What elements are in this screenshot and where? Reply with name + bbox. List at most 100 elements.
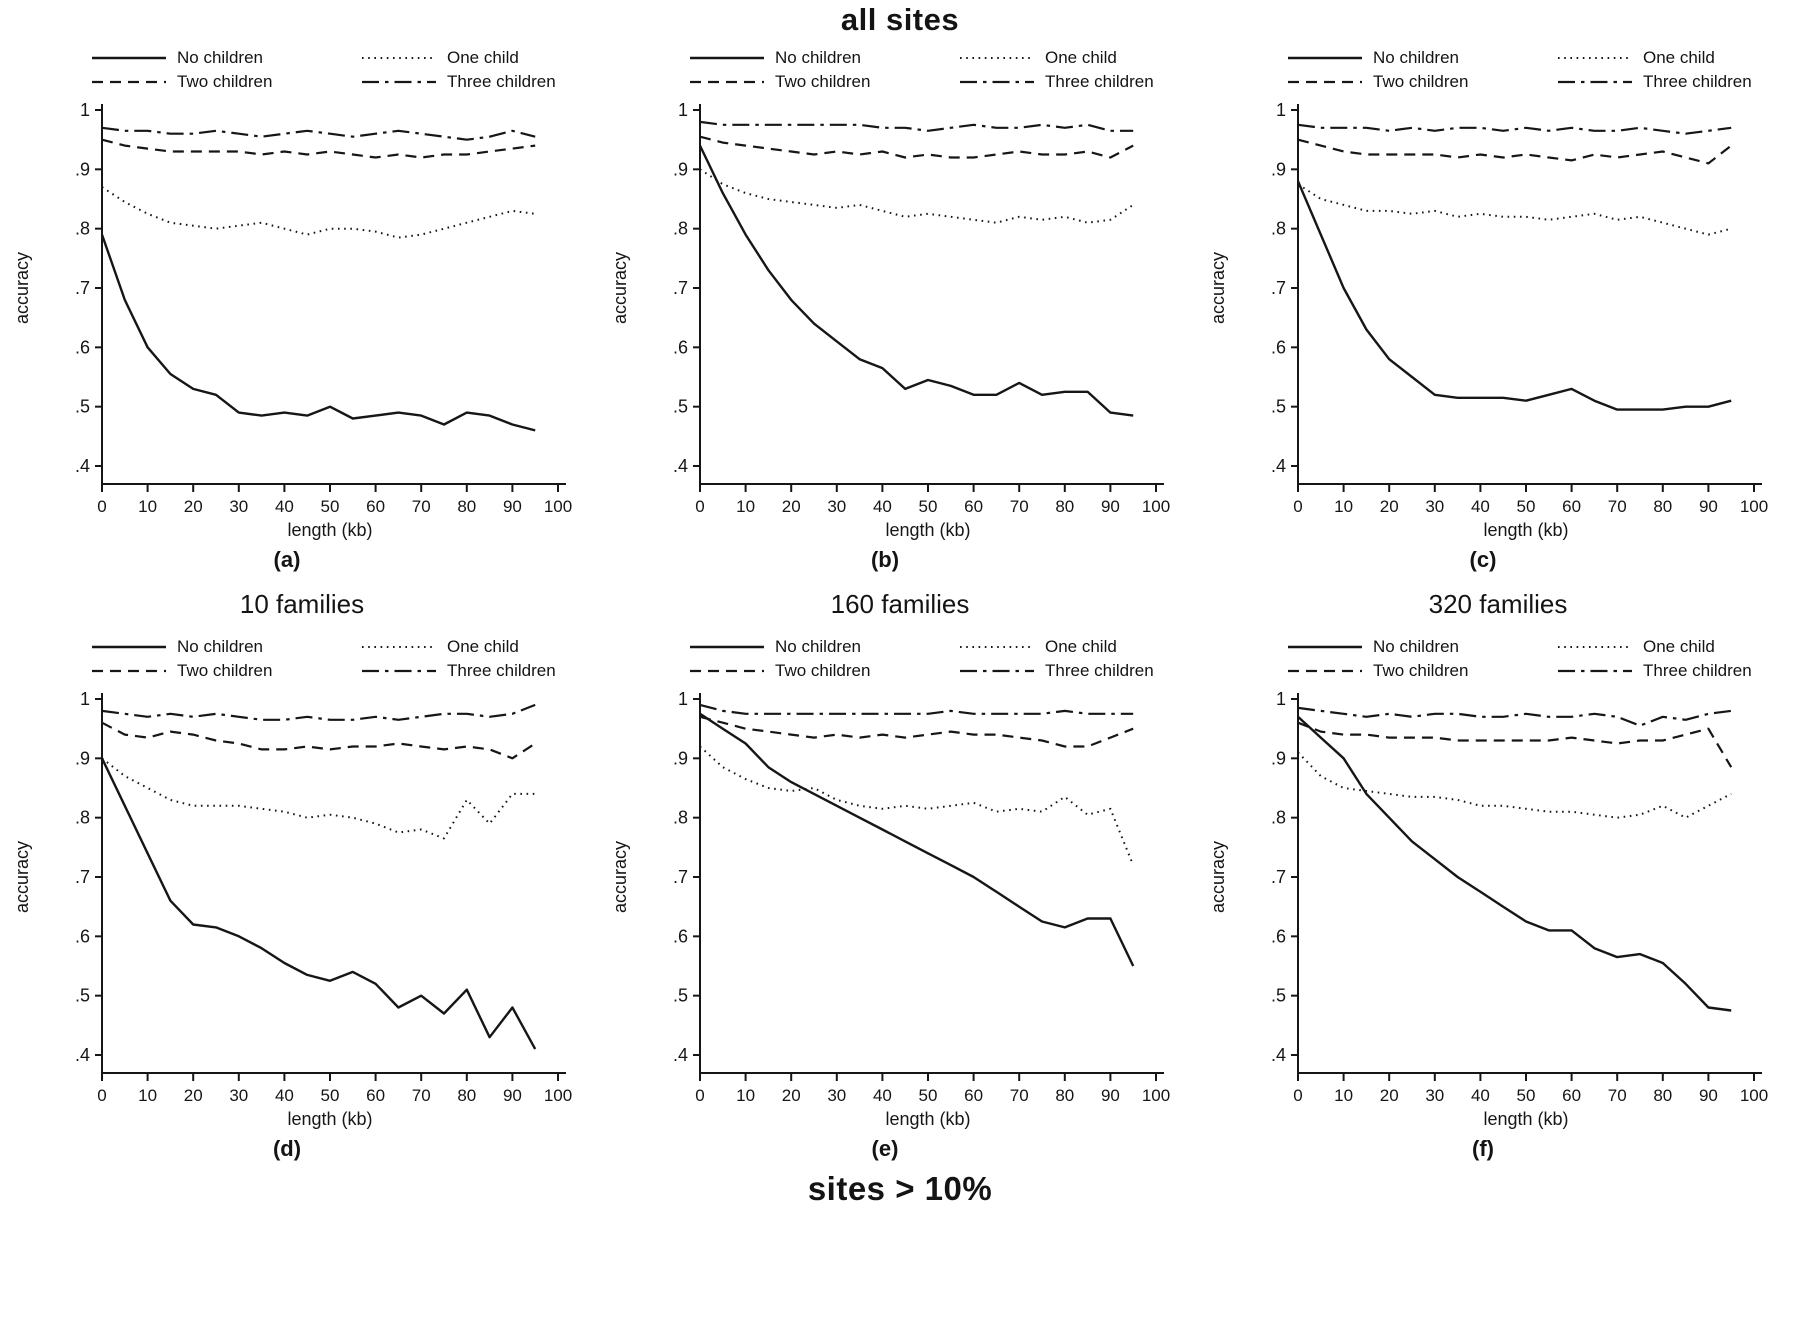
series-two-children — [101, 138, 536, 159]
x-axis-label: length (kb) — [287, 1109, 372, 1129]
column-labels-row: 10 families 160 families 320 families — [0, 575, 1800, 631]
legend-line-dotted-icon — [1558, 57, 1632, 59]
legend-item-no-children: No children — [1286, 637, 1556, 657]
legend-label: One child — [447, 637, 519, 656]
series-three-children — [1297, 123, 1732, 135]
svg-text:1: 1 — [1276, 689, 1286, 709]
legend-line-dotted-icon — [362, 57, 436, 59]
series-two-children — [1297, 138, 1732, 165]
legend-item-two-children: Two children — [1286, 72, 1556, 92]
svg-text:100: 100 — [1142, 1086, 1170, 1105]
svg-text:.7: .7 — [673, 867, 688, 887]
legend-item-two-children: Two children — [688, 72, 958, 92]
svg-text:1: 1 — [678, 100, 688, 120]
legend-item-one-child: One child — [958, 48, 1228, 68]
svg-text:.4: .4 — [75, 1045, 90, 1065]
svg-text:0: 0 — [97, 497, 106, 516]
svg-text:50: 50 — [1517, 497, 1536, 516]
svg-text:100: 100 — [544, 1086, 572, 1105]
column-label-320-families: 320 families — [1428, 589, 1568, 619]
plot-wrap-a: 1 .9 .8 .7 .6 .5 .4 0 10 20 30 40 50 60 70 80 90 100 lengt… — [6, 94, 598, 551]
series-no-children — [698, 145, 1134, 417]
y-axis-label: accuracy — [610, 841, 630, 913]
y-axis-label: accuracy — [12, 252, 32, 324]
x-axis-label: length (kb) — [885, 520, 970, 540]
svg-text:70: 70 — [1010, 497, 1029, 516]
svg-text:30: 30 — [827, 497, 846, 516]
svg-text:10: 10 — [1334, 497, 1353, 516]
legend-label: Two children — [177, 72, 273, 91]
svg-text:40: 40 — [1471, 497, 1490, 516]
legend-item-one-child: One child — [360, 637, 630, 657]
legend-label: Two children — [775, 72, 871, 91]
legend-line-solid-icon — [1288, 645, 1362, 649]
svg-text:20: 20 — [1380, 1086, 1399, 1105]
figure-top-title: all sites — [840, 2, 960, 37]
svg-text:.4: .4 — [1271, 456, 1286, 476]
series-one-child — [1297, 751, 1732, 819]
legend-item-no-children: No children — [90, 637, 360, 657]
legend-item-two-children: Two children — [1286, 661, 1556, 681]
legend-item-two-children: Two children — [90, 72, 360, 92]
legend-label: Two children — [177, 661, 273, 680]
legend-label: Three children — [1045, 661, 1154, 680]
legend-item-one-child: One child — [360, 48, 630, 68]
legend-line-solid-icon — [690, 56, 764, 60]
svg-text:.4: .4 — [75, 456, 90, 476]
series-no-children — [1296, 180, 1732, 411]
series-three-children — [699, 120, 1134, 132]
top-row: No children One child Two children Three ch… — [0, 42, 1800, 575]
svg-text:60: 60 — [366, 497, 385, 516]
svg-text:50: 50 — [919, 1086, 938, 1105]
legend-item-three-children: Three children — [958, 661, 1228, 681]
caption-d: (d) — [272, 1136, 302, 1161]
svg-text:.8: .8 — [1271, 808, 1286, 828]
x-axis-label: length (kb) — [287, 520, 372, 540]
svg-text:.9: .9 — [1271, 748, 1286, 768]
legend-label: No children — [775, 48, 861, 67]
legend-line-dashdot-icon — [362, 80, 436, 84]
svg-text:30: 30 — [1425, 497, 1444, 516]
svg-text:30: 30 — [1425, 1086, 1444, 1105]
legend-line-dashdot-icon — [960, 80, 1034, 84]
legend-label: Three children — [447, 661, 556, 680]
svg-text:.6: .6 — [1271, 337, 1286, 357]
svg-text:10: 10 — [736, 497, 755, 516]
svg-text:0: 0 — [1293, 1086, 1302, 1105]
legend-label: No children — [177, 48, 263, 67]
x-axis-label: length (kb) — [885, 1109, 970, 1129]
figure-bottom-title: sites > 10% — [807, 1170, 993, 1207]
svg-text:80: 80 — [1055, 497, 1074, 516]
svg-text:0: 0 — [1293, 497, 1302, 516]
svg-text:30: 30 — [827, 1086, 846, 1105]
panel-e: No children One child Two children Three ch… — [604, 631, 1196, 1164]
svg-text:.8: .8 — [75, 808, 90, 828]
legend-line-dotted-icon — [960, 57, 1034, 59]
plot-wrap-d: 1 .9 .8 .7 .6 .5 .4 0 10 20 30 40 50 60 70 80 90 100 lengt… — [6, 683, 598, 1140]
series-three-children — [699, 703, 1134, 715]
svg-text:.4: .4 — [673, 456, 688, 476]
series-two-children — [699, 715, 1134, 748]
svg-text:.9: .9 — [673, 748, 688, 768]
svg-text:.6: .6 — [673, 926, 688, 946]
svg-text:60: 60 — [366, 1086, 385, 1105]
y-axis-label: accuracy — [610, 252, 630, 324]
legend-item-no-children: No children — [688, 48, 958, 68]
legend-line-solid-icon — [1288, 56, 1362, 60]
legend-item-three-children: Three children — [958, 72, 1228, 92]
legend-label: No children — [775, 637, 861, 656]
caption-b: (b) — [870, 547, 900, 572]
svg-text:100: 100 — [1740, 497, 1768, 516]
legend-line-dashdot-icon — [1558, 80, 1632, 84]
svg-text:20: 20 — [782, 1086, 801, 1105]
plot-wrap-e: 1 .9 .8 .7 .6 .5 .4 0 10 20 30 40 50 60 70 80 90 100 lengt… — [604, 683, 1196, 1140]
svg-text:30: 30 — [229, 497, 248, 516]
svg-text:1: 1 — [80, 100, 90, 120]
svg-text:.7: .7 — [75, 278, 90, 298]
svg-text:70: 70 — [1608, 497, 1627, 516]
svg-text:70: 70 — [1010, 1086, 1029, 1105]
svg-text:.7: .7 — [75, 867, 90, 887]
legend-item-one-child: One child — [1556, 637, 1800, 657]
series-one-child — [101, 757, 536, 840]
svg-text:.4: .4 — [673, 1045, 688, 1065]
